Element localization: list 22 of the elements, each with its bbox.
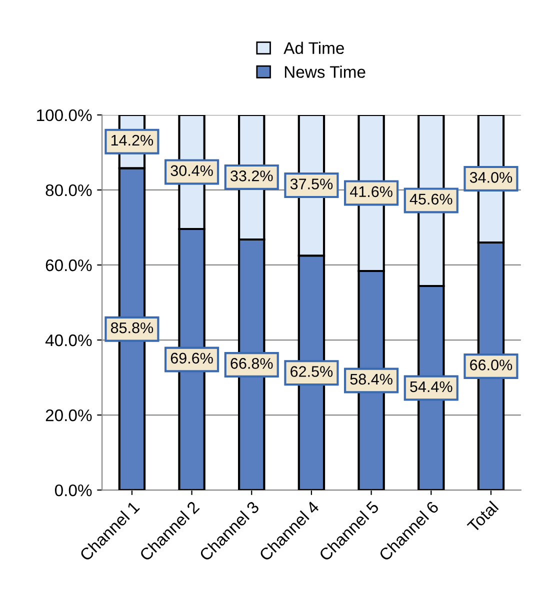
data-label: 30.4% (170, 165, 213, 176)
data-label: 58.4% (350, 374, 392, 385)
data-label: 54.4% (410, 381, 452, 392)
y-tick-label: 80.0% (46, 184, 92, 196)
y-tick-label: 0.0% (54, 484, 92, 496)
data-label: 34.0% (470, 172, 512, 183)
legend-label: Ad Time (284, 42, 344, 54)
data-label: 14.2% (111, 134, 154, 146)
y-tick-label: 20.0% (46, 409, 92, 422)
data-label: 62.5% (290, 366, 333, 377)
data-label: 45.6% (410, 194, 452, 205)
data-label: 66.0% (470, 360, 512, 370)
data-label: 85.8% (110, 322, 154, 334)
legend-label: News Time (284, 66, 366, 78)
data-label: 33.2% (230, 170, 273, 182)
y-tick-label: 100.0% (37, 109, 92, 122)
data-label: 41.6% (350, 186, 392, 198)
data-label: 69.6% (170, 352, 213, 364)
data-label: 66.8% (230, 358, 273, 369)
data-label: 37.5% (290, 178, 333, 190)
y-tick-label: 60.0% (46, 259, 92, 272)
y-tick-label: 40.0% (45, 334, 92, 346)
